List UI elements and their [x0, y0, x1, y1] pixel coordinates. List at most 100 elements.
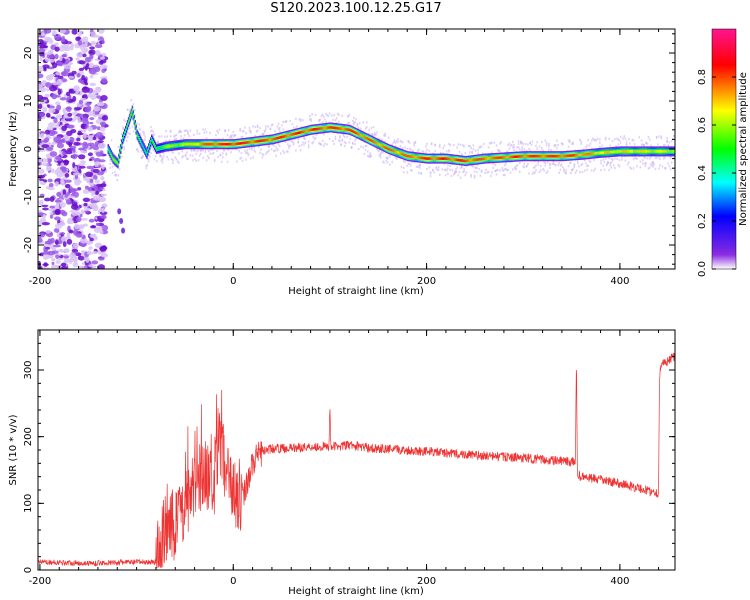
noise-speckle [75, 57, 80, 61]
ridge-halo-cell [256, 124, 259, 127]
ridge-halo-cell [348, 141, 351, 144]
noise-speckle [38, 199, 44, 206]
ridge-halo-cell [369, 153, 371, 156]
ridge-cell [336, 126, 338, 130]
ridge-cell [380, 143, 382, 147]
noise-speckle [94, 226, 103, 230]
ridge-cell [476, 158, 479, 161]
noise-speckle [66, 238, 73, 245]
ridge-cell [486, 157, 488, 160]
ridge-halo-cell [126, 135, 129, 139]
noise-speckle [41, 80, 47, 86]
ridge-halo-cell [537, 160, 540, 163]
noise-speckle [92, 136, 97, 141]
ridge-halo-cell [178, 131, 180, 134]
noise-speckle [84, 65, 88, 71]
ridge-halo-cell [507, 144, 509, 147]
ridge-cell [352, 129, 354, 133]
ridge-cell [353, 130, 355, 133]
noise-speckle [82, 113, 89, 119]
ridge-halo-cell [629, 142, 631, 145]
ridge-halo-cell [499, 169, 501, 172]
ridge-halo-cell [387, 136, 390, 139]
ridge-halo-cell [372, 134, 375, 137]
ridge-cell [498, 156, 500, 160]
ridge-halo-cell [150, 130, 152, 133]
ridge-cell [362, 135, 365, 138]
ridge-halo-cell [249, 130, 252, 133]
ridge-halo-cell [234, 148, 237, 151]
ridge-halo-cell [122, 126, 124, 129]
ridge-halo-cell [434, 149, 436, 152]
ridge-halo-cell [164, 135, 166, 138]
noise-speckle [71, 203, 79, 210]
ridge-halo-cell [153, 149, 156, 152]
ridge-halo-cell [352, 142, 354, 145]
ridge-halo-cell [495, 169, 498, 172]
ridge-halo-cell [151, 146, 153, 149]
ridge-halo-cell [415, 165, 418, 168]
ridge-cell [635, 150, 637, 153]
ridge-halo-cell [334, 137, 337, 141]
ridge-cell [411, 155, 413, 158]
ridge-halo-cell [234, 134, 237, 137]
ridge-halo-cell [382, 160, 384, 163]
ridge-halo-cell [298, 144, 301, 148]
ridge-halo-cell [508, 142, 511, 145]
ridge-halo-cell [550, 149, 552, 152]
ridge-cell [181, 143, 183, 146]
x-tick-label: 200 [417, 276, 436, 287]
noise-speckle [101, 78, 108, 84]
ridge-halo-cell [556, 139, 558, 142]
ridge-halo-cell [267, 150, 269, 153]
noise-speckle [66, 195, 75, 199]
ridge-halo-cell [601, 144, 603, 147]
noise-speckle [94, 179, 100, 184]
ridge-halo-cell [172, 159, 174, 162]
ridge-cell [440, 157, 442, 160]
ridge-cell [155, 145, 157, 149]
ridge-cell [458, 158, 460, 162]
y-tick-label: 10 [23, 95, 34, 108]
ridge-cell [422, 156, 424, 160]
ridge-cell [445, 157, 448, 160]
ridge-halo-cell [280, 152, 282, 155]
ridge-halo-cell [520, 140, 522, 143]
ridge-trail [117, 208, 122, 215]
ridge-halo-cell [216, 150, 218, 153]
noise-speckle [44, 197, 51, 202]
ridge-halo-cell [524, 143, 527, 146]
ridge-cell [531, 154, 533, 158]
colorbar-ticks: 0.00.20.40.60.8 [697, 69, 736, 277]
ridge-cell [618, 150, 620, 153]
ridge-cell [296, 132, 298, 135]
ridge-halo-cell [426, 167, 428, 171]
ridge-cell [490, 156, 492, 160]
ridge-halo-cell [500, 141, 502, 144]
ridge-halo-cell [447, 167, 449, 170]
ridge-halo-cell [512, 168, 514, 171]
ridge-halo-cell [230, 134, 232, 137]
ridge-halo-cell [273, 150, 275, 153]
ridge-cell [466, 159, 468, 163]
ridge-halo-cell [531, 140, 534, 143]
ridge-cell [442, 157, 444, 160]
ridge-halo-cell [150, 151, 152, 154]
ridge-halo-cell [198, 154, 201, 157]
ridge-halo-cell [660, 137, 663, 140]
noise-speckle [38, 235, 42, 239]
ridge-cell [549, 154, 551, 158]
ridge-halo-cell [528, 172, 530, 175]
ridge-cell [272, 137, 275, 141]
ridge-halo-cell [426, 142, 428, 145]
ridge-halo-cell [639, 166, 642, 169]
noise-speckle [46, 88, 50, 92]
noise-speckle [93, 106, 101, 112]
ridge-cell [302, 130, 305, 133]
ridge-halo-cell [617, 138, 620, 141]
noise-speckle [47, 250, 55, 256]
ridge-halo-cell [502, 169, 505, 172]
ridge-halo-cell [146, 164, 149, 167]
ridge-halo-cell [240, 151, 243, 155]
ridge-halo-cell [419, 163, 421, 166]
